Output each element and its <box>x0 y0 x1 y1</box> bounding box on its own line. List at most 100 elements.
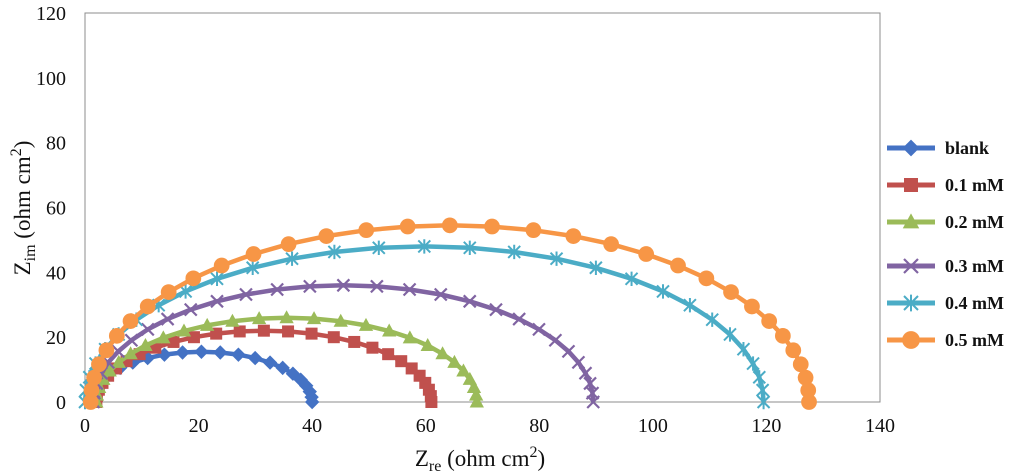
data-point <box>469 387 484 401</box>
data-point <box>705 312 719 327</box>
data-point <box>279 310 294 324</box>
data-point <box>761 313 778 329</box>
legend-entry-0-3mm: 0.3 mM <box>887 256 1004 276</box>
data-point <box>792 356 809 373</box>
legend: blank 0.1 mM 0.2 mM 0.3 mM 0.4 mM 0.5 mM <box>887 138 1004 350</box>
legend-marker-square <box>904 178 918 192</box>
data-point <box>382 348 395 361</box>
data-point <box>231 347 246 362</box>
data-point <box>245 246 262 262</box>
data-point <box>561 344 576 359</box>
x-tick-label: 140 <box>865 415 895 437</box>
data-point <box>111 354 126 368</box>
x-tick-label: 20 <box>189 415 209 437</box>
legend-marker-x <box>903 258 919 274</box>
x-tick-label: 120 <box>751 415 781 437</box>
data-point <box>433 287 448 302</box>
legend-label-0-4mm: 0.4 mM <box>945 293 1004 313</box>
data-point <box>318 228 335 244</box>
data-point <box>466 380 482 394</box>
y-tick-label: 20 <box>46 327 66 349</box>
data-point <box>395 355 408 368</box>
data-point <box>752 370 766 385</box>
y-tick-label: 120 <box>36 3 66 25</box>
data-point <box>507 244 521 260</box>
data-point <box>425 396 438 408</box>
data-point <box>797 369 814 386</box>
data-point <box>305 327 318 340</box>
data-point <box>108 327 125 344</box>
data-point <box>176 323 192 337</box>
data-point <box>670 257 686 274</box>
plot-layer <box>78 217 817 410</box>
legend-marker <box>902 213 920 229</box>
data-point <box>447 354 462 368</box>
data-point <box>744 298 760 315</box>
data-point <box>285 251 299 266</box>
data-point <box>123 346 138 360</box>
data-point <box>336 278 351 293</box>
data-point <box>160 284 177 300</box>
data-point <box>333 313 348 327</box>
data-point <box>372 240 386 256</box>
data-point <box>306 311 322 325</box>
legend-marker <box>903 258 919 274</box>
data-point <box>565 228 582 244</box>
data-point <box>525 222 542 239</box>
data-point <box>200 317 215 331</box>
data-point <box>774 327 791 344</box>
data-point <box>399 218 416 235</box>
data-point <box>156 330 171 344</box>
legend-marker-star <box>903 294 919 312</box>
data-point <box>175 345 190 360</box>
data-point <box>247 350 263 366</box>
data-point <box>245 260 260 275</box>
legend-marker <box>903 294 919 312</box>
data-point <box>213 257 230 274</box>
legend-entry-0-1mm: 0.1 mM <box>887 175 1004 195</box>
data-point <box>382 323 397 337</box>
data-point <box>358 222 375 239</box>
data-point <box>210 294 224 309</box>
series-5 <box>82 217 817 410</box>
data-point <box>462 294 477 309</box>
data-point <box>435 346 450 360</box>
y-tick-label: 60 <box>46 198 66 220</box>
data-point <box>402 330 418 344</box>
legend-label-0-1mm: 0.1 mM <box>945 175 1004 195</box>
x-axis-title: Zre (ohm cm2) <box>415 444 545 475</box>
data-point <box>327 244 342 260</box>
data-point <box>756 394 771 410</box>
legend-marker <box>902 139 920 157</box>
data-point <box>586 395 601 409</box>
data-point <box>194 344 209 359</box>
plot-area-border <box>84 12 881 403</box>
data-point <box>420 338 435 352</box>
legend-marker-triangle <box>902 213 920 229</box>
data-point <box>366 341 379 354</box>
data-point <box>111 344 126 359</box>
data-point <box>140 350 155 366</box>
data-point <box>358 317 374 331</box>
legend-marker <box>902 331 920 349</box>
legend-label-blank: blank <box>945 138 989 158</box>
data-point <box>82 394 99 410</box>
data-point <box>683 297 697 313</box>
y-tick-label: 80 <box>46 133 66 155</box>
data-point <box>282 325 295 338</box>
data-point <box>589 260 603 275</box>
data-point <box>489 302 503 317</box>
data-point <box>167 335 180 348</box>
data-point <box>656 284 670 299</box>
data-point <box>548 333 563 348</box>
data-point <box>723 284 739 300</box>
tick-layer: 0 20 40 60 80 100 120 140 0 20 40 60 80 100 120 <box>36 3 895 437</box>
legend-label-0-2mm: 0.2 mM <box>945 212 1004 232</box>
legend-entry-0-5mm: 0.5 mM <box>887 330 1004 350</box>
data-point <box>603 236 619 253</box>
data-point <box>801 394 817 410</box>
data-point <box>532 322 546 337</box>
data-point <box>210 271 224 287</box>
data-point <box>124 333 139 348</box>
y-tick-label: 40 <box>46 262 66 284</box>
